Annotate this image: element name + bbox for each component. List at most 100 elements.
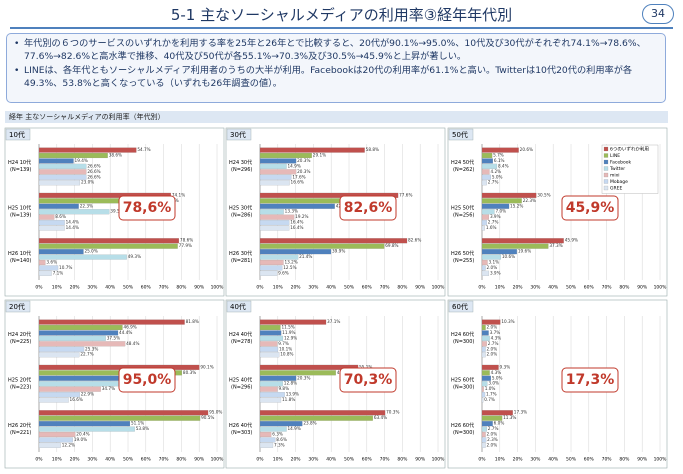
x-tick-label: 10% [52, 457, 63, 463]
bar [259, 180, 290, 186]
value-label: 2.0% [487, 325, 498, 330]
value-label: 22.3% [80, 203, 93, 208]
bar [38, 225, 65, 231]
bar [38, 442, 61, 448]
x-tick-label: 100% [211, 457, 225, 463]
value-label: 48.4% [126, 341, 139, 346]
bar [481, 392, 486, 398]
sample-size: (N=256) [453, 213, 474, 219]
bar [481, 381, 488, 387]
callout-text: 95,0% [123, 372, 172, 388]
bar [259, 415, 373, 421]
x-tick-label: 70% [159, 457, 170, 463]
sample-size: (N=262) [453, 167, 474, 173]
value-label: 90.1% [200, 364, 213, 369]
value-label: 14.9% [288, 163, 301, 168]
bar [259, 381, 283, 387]
bar [481, 158, 493, 164]
value-label: 23.8% [303, 421, 316, 426]
value-label: 2.0% [487, 352, 498, 357]
bar [481, 442, 486, 448]
x-tick-label: 80% [397, 285, 408, 291]
bar [481, 254, 501, 260]
bullet: 年代別の６つのサービスのいずれかを利用する率を25年と26年とで比較すると、20… [12, 37, 660, 63]
category-label: H25 50代 [451, 205, 474, 212]
value-label: 20.6% [520, 147, 533, 152]
value-label: 78.6% [180, 238, 193, 243]
x-tick-label: 90% [637, 457, 648, 463]
bar [259, 324, 281, 331]
legend-label: Twitter [609, 166, 625, 172]
sample-size: (N=296) [231, 167, 252, 173]
panel-title: 30代 [230, 130, 246, 139]
category-label: H25 10代 [8, 205, 31, 212]
x-tick-label: 20% [291, 457, 302, 463]
bar [259, 259, 284, 266]
bar [481, 370, 490, 376]
value-label: 22.9% [81, 392, 94, 397]
legend-swatch [603, 179, 609, 184]
bar [481, 324, 486, 331]
bar [481, 169, 490, 175]
bullet: LINEは、各年代ともソーシャルメディア利用者のうちの大半が利用。Faceboo… [12, 64, 660, 90]
bar [481, 364, 499, 370]
x-tick-label: 40% [105, 457, 116, 463]
value-label: 7.1% [53, 270, 64, 275]
bar [259, 437, 276, 443]
bar [38, 431, 76, 438]
x-tick-label: 80% [619, 285, 630, 291]
value-label: 14.4% [66, 220, 79, 225]
x-tick-label: 40% [548, 457, 559, 463]
bar [481, 397, 484, 403]
legend-swatch [603, 153, 609, 158]
bar [259, 249, 332, 255]
x-tick-label: 0% [478, 457, 486, 463]
bar [259, 346, 279, 352]
x-tick-label: 20% [70, 457, 81, 463]
bar [481, 203, 510, 209]
bar [38, 203, 79, 209]
value-label: 13.3% [285, 209, 298, 214]
x-tick-label: 90% [415, 457, 426, 463]
value-label: 10.8% [280, 352, 293, 357]
value-label: 13.2% [284, 260, 297, 265]
value-label: 26.6% [87, 169, 100, 174]
bar [38, 163, 87, 169]
x-tick-label: 60% [584, 457, 595, 463]
value-label: 14.4% [66, 225, 79, 230]
x-tick-label: 60% [584, 285, 595, 291]
value-label: 14.9% [288, 426, 301, 431]
x-tick-label: 30% [530, 457, 541, 463]
bar [38, 421, 131, 427]
bar [259, 209, 284, 215]
legend-swatch [603, 159, 609, 165]
x-tick-label: 60% [362, 457, 373, 463]
value-label: 38.6% [109, 153, 122, 158]
value-label: 82.6% [408, 238, 421, 243]
bar [481, 352, 486, 358]
category-label: H25 20代 [8, 377, 31, 384]
bar [259, 158, 297, 164]
bar [481, 220, 487, 226]
x-tick-label: 0% [256, 457, 264, 463]
bar [259, 203, 335, 209]
value-label: 37.3% [549, 243, 562, 248]
value-label: 1.0% [485, 386, 496, 391]
bar [481, 330, 489, 336]
value-label: 23.0% [81, 180, 94, 185]
value-label: 1.7% [486, 392, 497, 397]
sample-size: (N=255) [453, 258, 474, 264]
x-tick-label: 100% [654, 285, 668, 291]
bar [259, 319, 327, 325]
value-label: 13.9% [286, 392, 299, 397]
bar [481, 270, 490, 276]
x-tick-label: 10% [495, 457, 506, 463]
bar [259, 330, 282, 336]
x-tick-label: 100% [432, 285, 446, 291]
bar [38, 243, 178, 249]
x-tick-label: 70% [602, 457, 613, 463]
x-tick-label: 70% [380, 457, 391, 463]
value-label: 16.6% [291, 180, 304, 185]
bar [259, 243, 385, 249]
bar [259, 254, 299, 260]
